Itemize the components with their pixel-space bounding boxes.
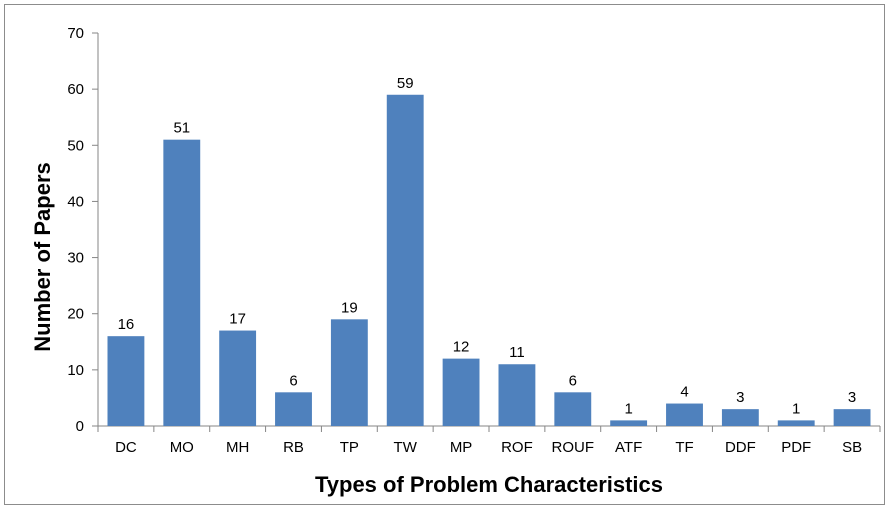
- x-tick-label: MP: [450, 439, 473, 456]
- y-tick-label: 10: [67, 362, 84, 379]
- x-tick-label: DC: [115, 439, 137, 456]
- x-tick-label: MO: [170, 439, 194, 456]
- x-tick-label: ROF: [501, 439, 533, 456]
- data-label: 11: [509, 344, 525, 361]
- data-label: 17: [229, 311, 246, 328]
- x-tick-label: ATF: [615, 439, 642, 456]
- bar-rouf: [554, 392, 592, 426]
- y-axis: 0 10 20 30 40 50 60 70: [67, 25, 99, 435]
- data-label: 3: [736, 389, 744, 406]
- data-label: 1: [624, 400, 632, 417]
- y-tick-label: 30: [67, 250, 84, 267]
- x-tick-label: SB: [842, 439, 862, 456]
- bar-ddf: [721, 409, 759, 426]
- x-axis-title: Types of Problem Characteristics: [315, 472, 663, 497]
- x-tick-label: ROUF: [552, 439, 595, 456]
- bar-dc: [107, 336, 145, 426]
- data-labels: 16 51 17 6 19 59 12 11 6 1 4 3 1 3: [118, 75, 857, 418]
- x-tick-label: TW: [394, 439, 418, 456]
- bar-tp: [330, 319, 368, 426]
- bar-mo: [163, 139, 201, 426]
- bar-rb: [275, 392, 312, 426]
- x-tick-label: TP: [340, 439, 359, 456]
- data-label: 3: [848, 389, 856, 406]
- bars: [107, 94, 871, 426]
- data-label: 12: [453, 339, 470, 356]
- x-tick-label: MH: [226, 439, 249, 456]
- y-axis-title: Number of Papers: [30, 162, 55, 352]
- x-tick-label: TF: [675, 439, 693, 456]
- y-tick-label: 50: [67, 137, 84, 154]
- data-label: 4: [680, 384, 688, 401]
- bar-atf: [610, 420, 648, 426]
- y-tick-label: 40: [67, 193, 84, 210]
- data-label: 19: [341, 299, 358, 316]
- bar-tw: [386, 94, 424, 426]
- data-label: 6: [569, 372, 577, 389]
- data-label: 16: [118, 316, 135, 333]
- bar-mp: [442, 358, 480, 426]
- y-tick-label: 70: [67, 25, 84, 42]
- x-axis: DC MO MH RB TP TW MP ROF ROUF ATF TF DDF PDF SB: [97, 425, 881, 456]
- y-tick-label: 20: [67, 306, 84, 323]
- data-label: 1: [792, 400, 800, 417]
- bar-mh: [219, 330, 257, 426]
- data-label: 6: [289, 372, 297, 389]
- bar-rof: [498, 364, 536, 426]
- x-tick-label: PDF: [781, 439, 811, 456]
- y-tick-label: 60: [67, 81, 84, 98]
- x-tick-label: RB: [283, 439, 304, 456]
- bar-pdf: [777, 420, 815, 426]
- data-label: 51: [173, 120, 190, 137]
- bar-sb: [833, 409, 871, 426]
- x-tick-label: DDF: [725, 439, 756, 456]
- bar-tf: [666, 403, 703, 426]
- y-tick-label: 0: [76, 418, 84, 435]
- data-label: 59: [397, 75, 414, 92]
